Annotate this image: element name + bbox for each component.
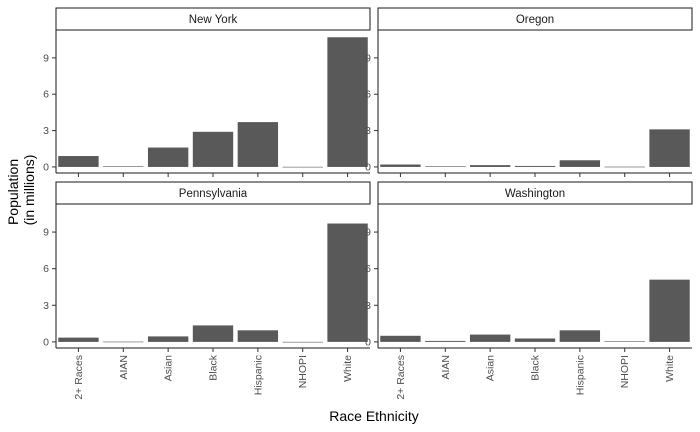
bar bbox=[559, 160, 601, 167]
y-tick-label: 3 bbox=[365, 300, 371, 312]
bar bbox=[559, 330, 601, 342]
bar bbox=[327, 37, 368, 167]
y-tick-label: 3 bbox=[365, 125, 371, 137]
facet-strip bbox=[55, 181, 371, 205]
x-tick-label: 2+ Races bbox=[73, 355, 85, 400]
y-tick-label: 6 bbox=[365, 263, 371, 275]
facet-panel: Pennsylvania 0 3 6 9 2+ Races AIAN Asian Black Hi… bbox=[43, 181, 371, 400]
bar bbox=[192, 131, 234, 167]
bar bbox=[147, 147, 189, 167]
bar bbox=[425, 340, 466, 342]
facet-panel: Washington 0 3 6 9 2+ Races AIAN Asian Black Hisp… bbox=[365, 181, 693, 400]
bar bbox=[103, 341, 144, 343]
x-tick-label: AIAN bbox=[440, 355, 452, 380]
facet-strip-label: Washington bbox=[505, 188, 565, 200]
bar bbox=[237, 330, 279, 342]
x-tick-label: AIAN bbox=[118, 355, 130, 380]
facet-strip bbox=[377, 7, 693, 31]
facet-strip-label: Pennsylvania bbox=[179, 188, 248, 200]
bar bbox=[282, 166, 323, 168]
y-tick-label: 9 bbox=[365, 227, 371, 239]
y-tick-label: 0 bbox=[43, 161, 49, 173]
y-tick-label: 9 bbox=[43, 227, 49, 239]
facet-strip-label: New York bbox=[189, 14, 238, 26]
y-axis-title: Population (in millions) bbox=[5, 155, 37, 226]
x-tick-label: NHOPI bbox=[297, 355, 309, 388]
facet-panel: Oregon 0 3 6 9 bbox=[365, 7, 693, 177]
bar bbox=[514, 338, 556, 342]
bar bbox=[103, 166, 144, 167]
y-tick-label: 0 bbox=[43, 336, 49, 348]
y-tick-label: 6 bbox=[365, 89, 371, 101]
facet-strip bbox=[55, 7, 371, 31]
bar bbox=[469, 165, 511, 167]
bar bbox=[282, 341, 323, 343]
bar bbox=[380, 335, 421, 342]
x-tick-label: White bbox=[664, 355, 676, 382]
facet-strip-label: Oregon bbox=[516, 14, 554, 26]
y-tick-label: 9 bbox=[365, 52, 371, 64]
x-tick-label: 2+ Races bbox=[395, 355, 407, 400]
y-tick-label: 0 bbox=[365, 161, 371, 173]
x-axis-title: Race Ethnicity bbox=[329, 408, 418, 424]
bar bbox=[58, 156, 99, 167]
x-tick-label: Black bbox=[208, 354, 220, 380]
bar bbox=[192, 325, 234, 342]
y-tick-label: 9 bbox=[43, 52, 49, 64]
bar bbox=[58, 337, 99, 342]
y-tick-label: 6 bbox=[43, 89, 49, 101]
y-axis-title-line-1: Population bbox=[5, 159, 21, 225]
y-tick-label: 3 bbox=[43, 300, 49, 312]
bar bbox=[425, 166, 466, 167]
bar bbox=[514, 165, 556, 167]
bar bbox=[604, 166, 645, 168]
x-tick-label: Asian bbox=[163, 355, 175, 381]
y-tick-label: 6 bbox=[43, 263, 49, 275]
x-tick-label: Asian bbox=[485, 355, 497, 381]
bar bbox=[649, 129, 690, 167]
y-axis-title-line-2: (in millions) bbox=[21, 155, 37, 226]
bar bbox=[649, 279, 690, 342]
bar bbox=[604, 341, 645, 342]
x-tick-label: White bbox=[342, 355, 354, 382]
x-tick-label: NHOPI bbox=[619, 355, 631, 388]
x-tick-label: Hispanic bbox=[574, 355, 586, 395]
x-tick-label: Hispanic bbox=[252, 355, 264, 395]
y-tick-label: 0 bbox=[365, 336, 371, 348]
bar bbox=[147, 336, 189, 342]
panels-layer: New York 0 3 6 9 Oregon 0 3 6 9 Pennsylvania 0 3 6 9 2+… bbox=[43, 7, 693, 400]
facet-panel: New York 0 3 6 9 bbox=[43, 7, 371, 177]
x-tick-label: Black bbox=[530, 354, 542, 380]
y-tick-label: 3 bbox=[43, 125, 49, 137]
bar bbox=[237, 122, 279, 167]
bar bbox=[327, 223, 368, 342]
bar bbox=[469, 334, 511, 342]
facet-strip bbox=[377, 181, 693, 205]
bar bbox=[380, 164, 421, 167]
